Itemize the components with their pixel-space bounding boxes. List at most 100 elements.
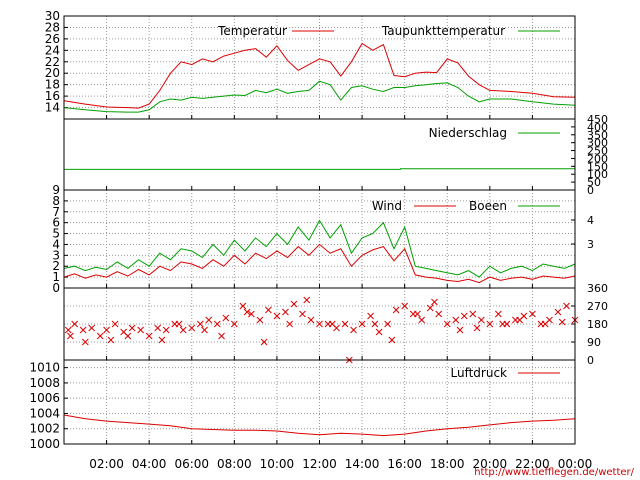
scatter-mark: [79, 326, 87, 334]
scatter-point: [384, 320, 391, 328]
scatter-mark: [67, 332, 74, 340]
scatter-point: [401, 302, 409, 310]
series-line-wind: [63, 243, 576, 284]
scatter-mark: [286, 320, 294, 328]
y-tick-label: 28: [45, 20, 60, 34]
scatter-point: [88, 324, 96, 332]
scatter-mark: [452, 316, 460, 324]
scatter-mark: [303, 296, 311, 304]
scatter-mark: [435, 310, 443, 318]
scatter-mark: [418, 316, 426, 324]
y-tick-label: 1008: [29, 376, 60, 390]
panel-frame: [63, 359, 576, 445]
x-tick-label: 18:00: [430, 457, 465, 471]
y-tick-label: 8: [52, 194, 60, 208]
scatter-mark: [71, 320, 78, 328]
y-tick-label: 14: [45, 101, 60, 115]
legend-label: Temperatur: [217, 24, 287, 38]
scatter-mark: [188, 324, 196, 332]
legend-label: Boeen: [469, 199, 507, 213]
scatter-point: [452, 316, 460, 324]
scatter-point: [265, 306, 272, 314]
scatter-mark: [333, 324, 340, 332]
scatter-point: [188, 324, 196, 332]
scatter-point: [418, 316, 426, 324]
y-tick-label: 7: [52, 205, 60, 219]
y-tick-label: 6: [52, 216, 60, 230]
y-tick-label-right: 4: [587, 214, 594, 227]
scatter-point: [426, 304, 434, 312]
y-tick-label-right: 360: [587, 282, 608, 295]
scatter-mark: [154, 324, 162, 332]
x-tick-label: 16:00: [387, 457, 422, 471]
scatter-point: [124, 332, 132, 340]
scatter-point: [286, 320, 294, 328]
scatter-mark: [529, 310, 536, 318]
scatter-mark: [273, 312, 281, 320]
scatter-mark: [175, 320, 183, 328]
x-tick-label: 00:00: [558, 457, 593, 471]
scatter-point: [137, 326, 145, 334]
scatter-point: [529, 310, 536, 318]
y-tick-label: 4: [52, 237, 60, 251]
scatter-point: [350, 326, 357, 334]
scatter-point: [205, 316, 213, 324]
y-tick-label: 1002: [29, 422, 60, 436]
series-line-boeen: [63, 219, 576, 278]
scatter-mark: [239, 302, 247, 310]
scatter-point: [260, 338, 268, 346]
scatter-point: [375, 328, 383, 336]
series-line-taupunkttemperatur: [63, 80, 576, 113]
scatter-mark: [218, 332, 225, 340]
scatter-point: [239, 302, 247, 310]
legend-label: Wind: [372, 199, 402, 213]
scatter-point: [541, 320, 549, 328]
scatter-mark: [128, 324, 136, 332]
y-tick-label: 1: [52, 270, 60, 284]
scatter-mark: [137, 326, 145, 334]
scatter-mark: [350, 326, 357, 334]
scatter-point: [563, 302, 570, 310]
scatter-point: [469, 310, 477, 318]
scatter-mark: [384, 320, 391, 328]
scatter-point: [371, 320, 379, 328]
scatter-point: [290, 300, 298, 308]
scatter-point: [554, 308, 562, 316]
scatter-mark: [162, 326, 170, 334]
y-tick-label: 1004: [29, 406, 60, 420]
scatter-point: [162, 326, 170, 334]
scatter-point: [328, 320, 336, 328]
scatter-mark: [111, 320, 119, 328]
scatter-point: [158, 336, 166, 344]
scatter-mark: [243, 308, 251, 316]
scatter-mark: [494, 310, 502, 318]
y-tick-label: 22: [45, 55, 60, 69]
scatter-mark: [158, 336, 166, 344]
scatter-mark: [371, 320, 379, 328]
scatter-point: [79, 326, 87, 334]
y-tick-label: 0: [52, 281, 60, 295]
y-tick-label: 1000: [29, 437, 60, 451]
y-tick-label: 20: [45, 66, 60, 80]
scatter-mark: [222, 314, 230, 322]
scatter-point: [435, 310, 443, 318]
scatter-point: [218, 332, 225, 340]
y-tick-label-right: 180: [587, 318, 608, 331]
scatter-point: [303, 296, 311, 304]
scatter-mark: [316, 320, 323, 328]
source-url[interactable]: http://www.tiefflegen.de/wetter/: [474, 467, 634, 478]
x-tick-label: 08:00: [217, 457, 252, 471]
scatter-point: [299, 310, 306, 318]
scatter-point: [477, 316, 485, 324]
scatter-mark: [230, 320, 238, 328]
scatter-point: [414, 310, 421, 318]
scatter-point: [230, 320, 238, 328]
x-tick-label: 12:00: [302, 457, 337, 471]
scatter-point: [213, 320, 221, 328]
scatter-point: [179, 326, 187, 334]
scatter-point: [341, 320, 349, 328]
scatter-mark: [456, 326, 464, 334]
legend-label: Luftdruck: [450, 366, 507, 380]
